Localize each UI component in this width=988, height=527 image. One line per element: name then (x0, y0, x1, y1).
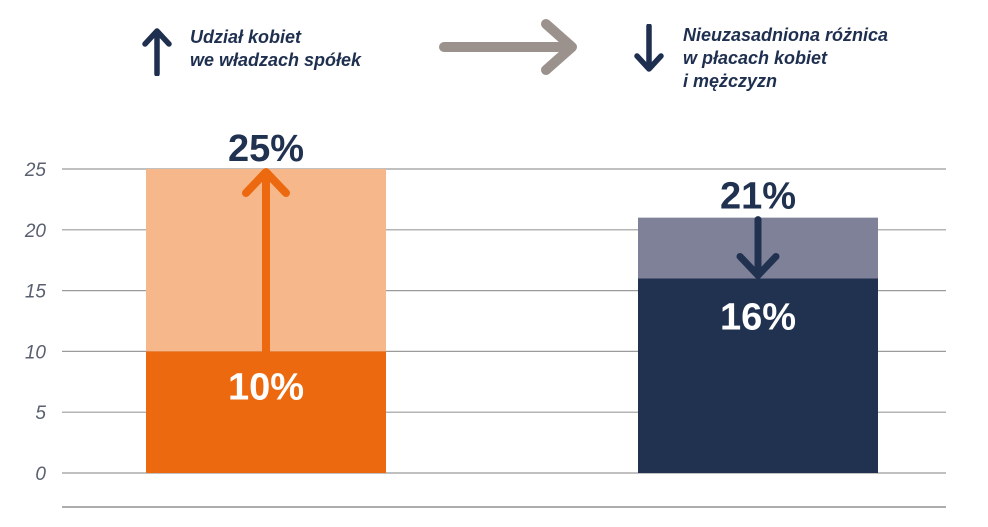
bar-base-segment (146, 351, 386, 473)
increase-arrow (242, 168, 290, 356)
y-tick-label: 0 (35, 464, 46, 485)
data-label-target: 25% (228, 128, 304, 170)
y-tick-label: 25 (24, 160, 47, 181)
decrease-arrow (736, 216, 780, 279)
legend-right-line-2: w płacach kobiet (683, 48, 828, 68)
up-arrow-icon (142, 28, 172, 76)
data-label-target: 21% (720, 176, 796, 218)
y-tick-label: 15 (25, 282, 47, 303)
legend-right-line-3: i mężczyzn (683, 71, 778, 91)
legend-right-line-1: Nieuzasadniona różnica (683, 25, 889, 45)
data-label-base: 10% (228, 366, 304, 408)
bar-base-segment (638, 278, 878, 473)
right-arrow-icon (439, 19, 577, 75)
y-tick-label: 5 (35, 403, 46, 424)
data-label-base: 16% (720, 296, 796, 338)
legend-pay-gap: Nieuzasadniona różnica w płacach kobiet … (683, 24, 888, 93)
y-tick-label: 10 (25, 342, 47, 363)
legend-left-line-1: Udział kobiet (190, 27, 302, 47)
legend-left-line-2: we władzach spółek (190, 50, 362, 70)
legend-women-boards: Udział kobiet we władzach spółek (190, 26, 361, 72)
y-tick-label: 20 (24, 221, 47, 242)
down-arrow-icon (634, 24, 664, 72)
